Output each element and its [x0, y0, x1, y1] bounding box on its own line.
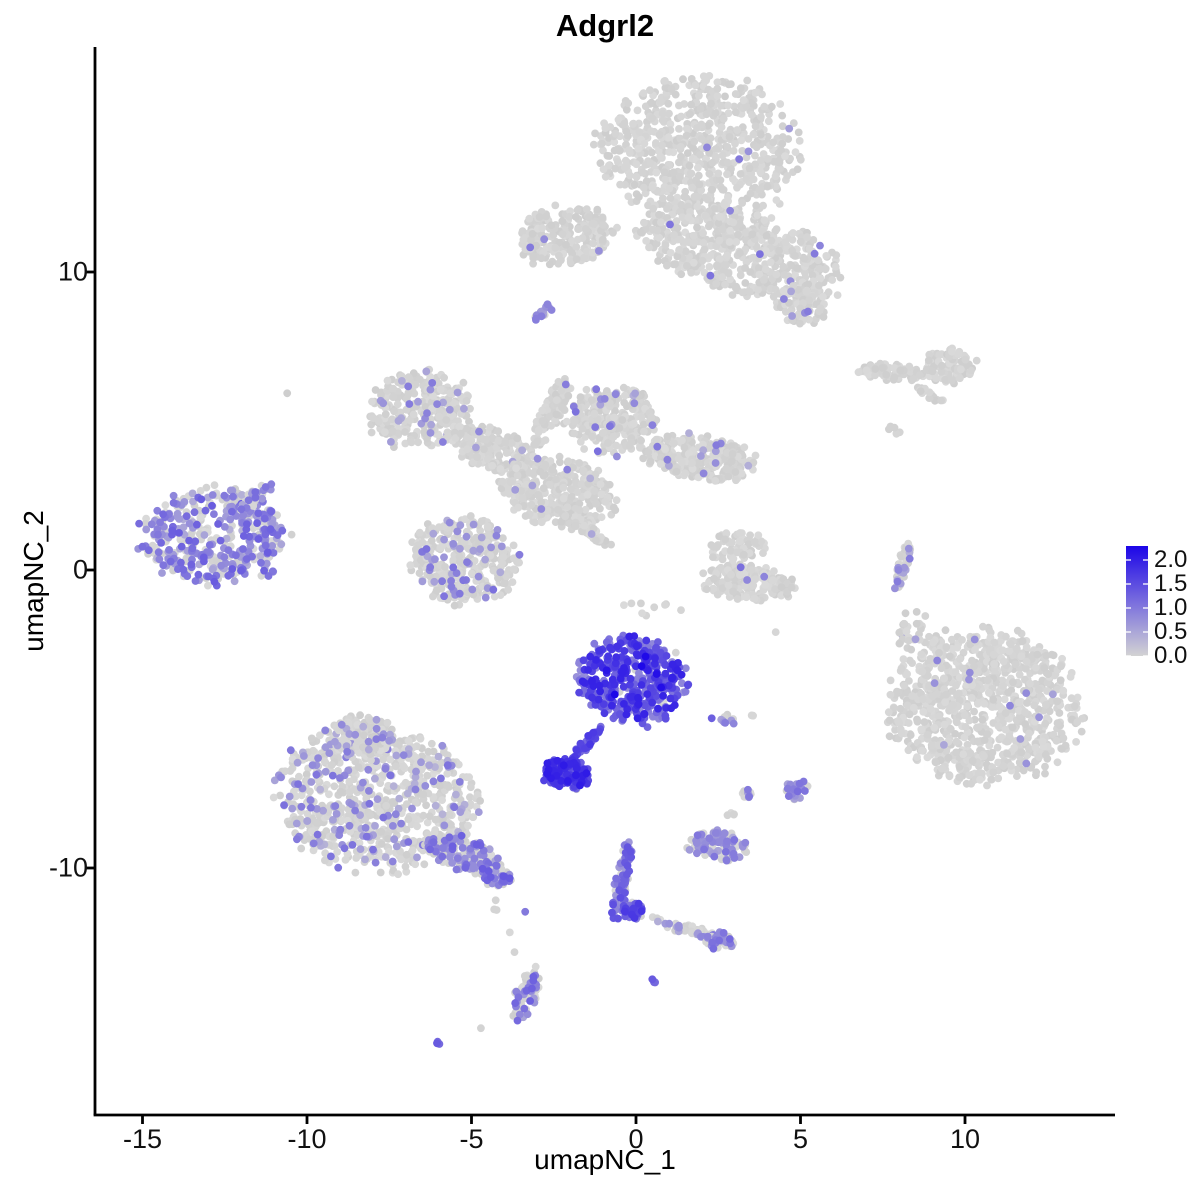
legend-tick-mark: [1126, 631, 1131, 634]
legend-tick-mark: [1143, 631, 1148, 634]
legend-label: 1.0: [1154, 594, 1188, 622]
legend-tick-mark: [1143, 559, 1148, 562]
plot-title: Adgrl2: [555, 8, 655, 43]
y-tick-label: -10: [48, 852, 88, 883]
legend-tick-mark: [1143, 655, 1148, 657]
legend-tick-mark: [1126, 583, 1131, 586]
legend-tick-mark: [1126, 559, 1131, 562]
y-tick-label: 10: [57, 256, 88, 287]
legend: 2.0 1.5 1.0 0.5 0.0: [1126, 546, 1200, 669]
x-axis-title: umapNC_1: [534, 1144, 676, 1175]
legend-label: 0.5: [1154, 618, 1188, 646]
legend-label: 2.0: [1154, 546, 1188, 574]
x-tick-label: -10: [287, 1124, 327, 1154]
legend-tick-mark: [1126, 607, 1131, 610]
legend-label: 0.0: [1154, 642, 1188, 669]
x-tick-label: 0: [628, 1124, 644, 1154]
legend-colorbar: [1126, 546, 1148, 657]
x-tick-label: 5: [792, 1124, 809, 1154]
y-axis-title: umapNC_2: [18, 510, 49, 652]
x-tick-label: -5: [459, 1124, 484, 1154]
legend-tick-mark: [1143, 583, 1148, 586]
x-tick-label: -15: [122, 1124, 163, 1154]
legend-tick-mark: [1143, 607, 1148, 610]
y-tick-label: 0: [72, 554, 88, 585]
legend-label: 1.5: [1154, 570, 1188, 598]
x-tick-label: 10: [949, 1124, 981, 1154]
legend-tick-mark: [1126, 655, 1131, 657]
